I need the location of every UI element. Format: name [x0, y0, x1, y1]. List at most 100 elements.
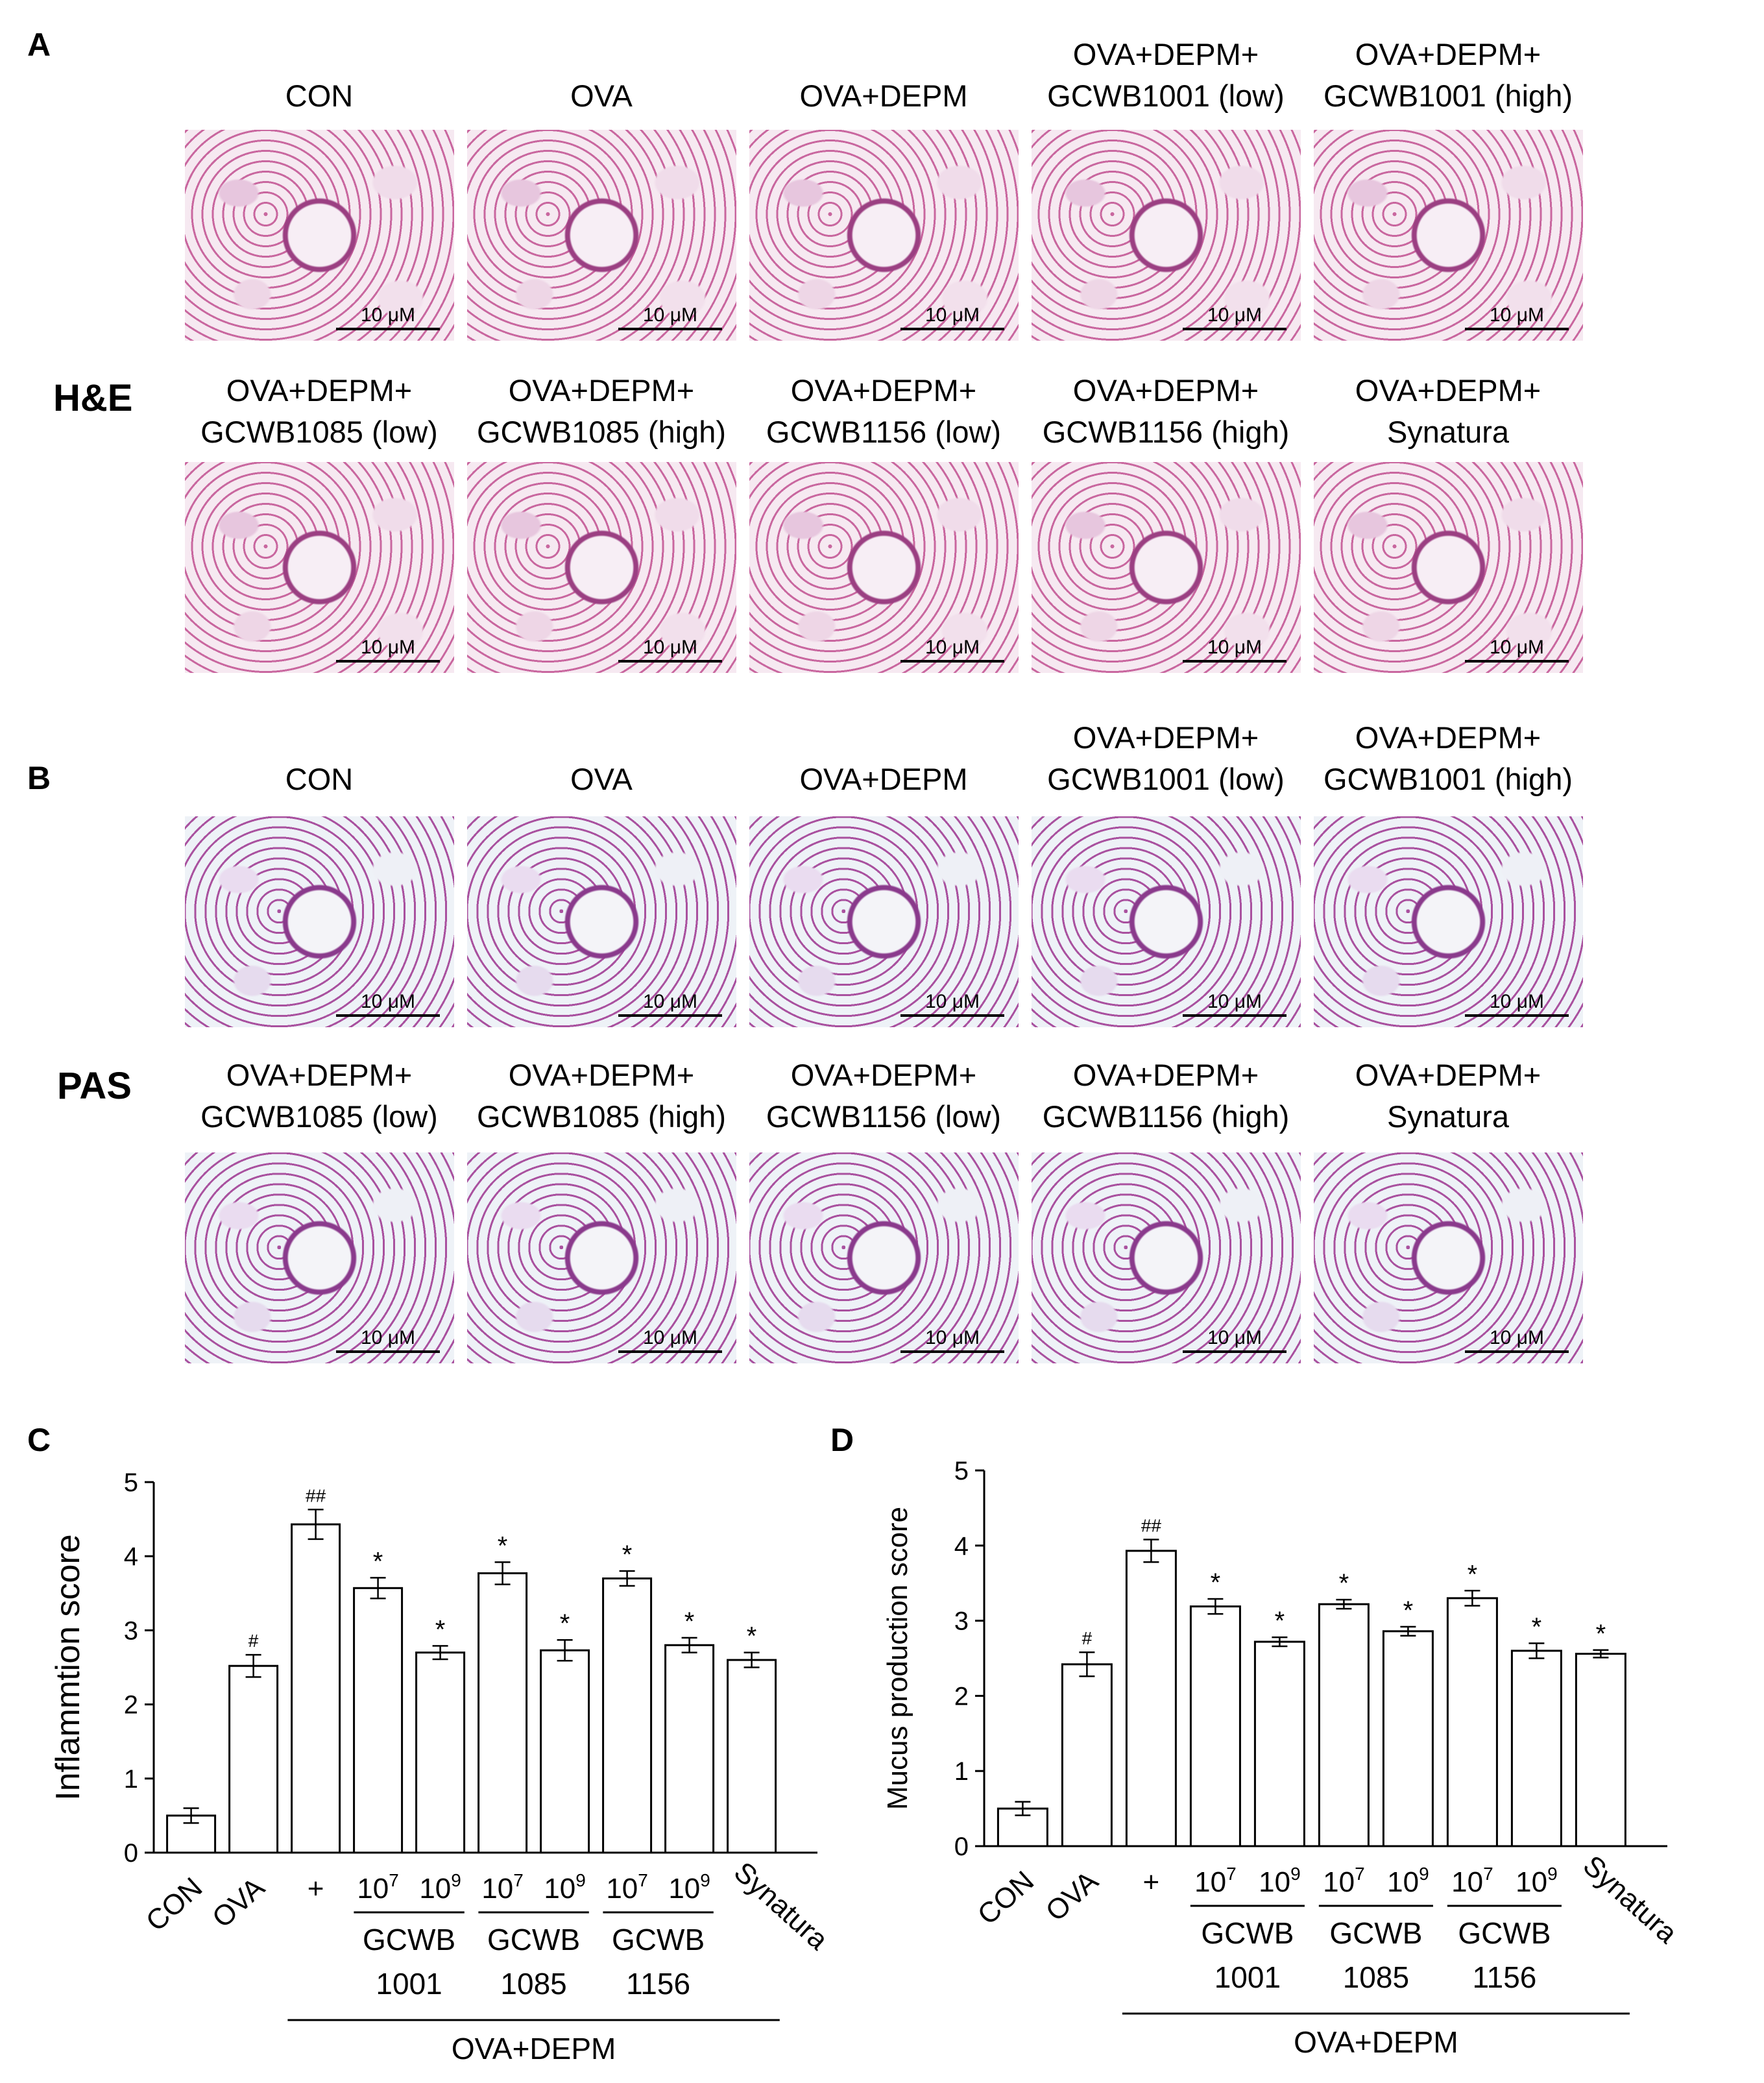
y-tick-label: 0 [124, 1839, 138, 1868]
significance-marker: * [684, 1607, 695, 1636]
scale-bar: 10 μM [1183, 991, 1287, 1017]
scale-bar-line [900, 328, 1004, 330]
x-category-label: 107 [1323, 1864, 1365, 1898]
caption-line: OVA+DEPM+ [1355, 37, 1541, 71]
he-stain-label: H&E [53, 377, 133, 419]
x-category-label: OVA [206, 1871, 271, 1934]
caption-line: OVA+DEPM+ [508, 1058, 695, 1092]
caption-line: CON [285, 79, 354, 113]
caption-line: OVA+DEPM+ [1355, 373, 1541, 408]
scale-bar-label: 10 μM [1207, 637, 1262, 658]
significance-marker: * [747, 1622, 757, 1651]
scale-bar: 10 μM [618, 637, 722, 663]
scale-bar: 10 μM [336, 991, 440, 1017]
scale-bar-label: 10 μM [1490, 1327, 1544, 1348]
group-label: GCWB [1201, 1916, 1294, 1950]
significance-marker: * [1532, 1613, 1542, 1641]
significance-marker: * [1596, 1620, 1606, 1648]
y-tick-label: 4 [954, 1532, 969, 1561]
image-caption: CON [180, 759, 459, 800]
scale-bar-line [1183, 660, 1287, 663]
bar [477, 1572, 528, 1854]
scale-bar-label: 10 μM [1207, 304, 1262, 326]
x-category-label: 107 [1194, 1864, 1237, 1898]
significance-marker: * [560, 1609, 570, 1638]
caption-line: OVA+DEPM+ [790, 373, 977, 408]
caption-line: GCWB1001 (high) [1323, 762, 1573, 796]
bar [1061, 1663, 1113, 1847]
histology-micrograph: 10 μM [467, 462, 736, 673]
scale-bar-line [1183, 328, 1287, 330]
bar [1446, 1597, 1498, 1847]
y-axis-label: Mucus production score [882, 1507, 913, 1810]
scale-bar-line [618, 1014, 722, 1017]
image-caption: OVA+DEPM+ GCWB1001 (low) [1026, 717, 1305, 800]
y-tick-label: 5 [124, 1468, 138, 1497]
scale-bar: 10 μM [336, 304, 440, 330]
caption-line: GCWB1085 (low) [200, 415, 438, 449]
image-caption: OVA+DEPM+ GCWB1156 (high) [1026, 370, 1305, 453]
bar [1382, 1630, 1434, 1847]
significance-marker: * [1211, 1568, 1221, 1597]
significance-marker: * [435, 1615, 446, 1644]
histology-micrograph: 10 μM [1314, 462, 1583, 673]
histology-micrograph: 10 μM [1314, 130, 1583, 341]
scale-bar-line [900, 1350, 1004, 1353]
x-category-label: 109 [1259, 1864, 1301, 1898]
group-label: 1001 [1214, 1960, 1281, 1994]
x-category-label: OVA [1040, 1865, 1105, 1928]
bar [1575, 1653, 1626, 1847]
caption-line: GCWB1156 (high) [1042, 1099, 1290, 1134]
y-tick-label: 2 [124, 1691, 138, 1720]
scale-bar-line [618, 1350, 722, 1353]
scale-bar-line [336, 1350, 440, 1353]
y-tick-label: 4 [124, 1542, 138, 1571]
caption-line: CON [285, 762, 354, 796]
caption-line: GCWB1085 (high) [477, 1099, 726, 1134]
significance-marker: * [1403, 1596, 1414, 1625]
scale-bar-label: 10 μM [361, 637, 415, 658]
scale-bar: 10 μM [1465, 304, 1569, 330]
scale-bar-line [900, 660, 1004, 663]
scale-bar: 10 μM [618, 304, 722, 330]
scale-bar-label: 10 μM [925, 637, 980, 658]
scale-bar: 10 μM [618, 1327, 722, 1353]
scale-bar: 10 μM [1183, 637, 1287, 663]
group-label: GCWB [363, 1923, 455, 1956]
x-category-label: 109 [544, 1870, 586, 1905]
image-caption: OVA+DEPM+ GCWB1001 (high) [1309, 717, 1588, 800]
caption-line: OVA+DEPM+ [1355, 720, 1541, 755]
histology-micrograph: 10 μM [749, 462, 1019, 673]
significance-marker: * [1468, 1560, 1478, 1589]
image-caption: OVA+DEPM+ GCWB1156 (low) [744, 370, 1023, 453]
bar [602, 1577, 653, 1854]
caption-line: OVA+DEPM+ [1072, 1058, 1259, 1092]
bar [1189, 1605, 1241, 1847]
caption-line: Synatura [1386, 415, 1510, 449]
caption-line: GCWB1156 (low) [766, 1099, 1002, 1134]
x-category-label: CON [972, 1865, 1040, 1931]
histology-micrograph: 10 μM [749, 130, 1019, 341]
histology-micrograph: 10 μM [1032, 816, 1301, 1027]
caption-line: OVA+DEPM [799, 79, 968, 113]
bar [353, 1587, 404, 1854]
image-caption: OVA+DEPM+ GCWB1085 (high) [462, 1054, 741, 1138]
caption-line: OVA [570, 79, 633, 113]
scale-bar-label: 10 μM [925, 304, 980, 326]
scale-bar-label: 10 μM [1490, 304, 1544, 326]
histology-micrograph: 10 μM [749, 1152, 1019, 1363]
panel-d-letter: D [830, 1422, 854, 1458]
significance-marker: ## [1141, 1516, 1162, 1536]
scale-bar-label: 10 μM [361, 991, 415, 1012]
scale-bar: 10 μM [1183, 304, 1287, 330]
x-category-label: 107 [357, 1870, 399, 1905]
significance-marker: * [1339, 1569, 1349, 1598]
image-caption: OVA [462, 759, 741, 800]
treatment-label: OVA+DEPM [1294, 2025, 1458, 2059]
scale-bar-line [1465, 1014, 1569, 1017]
y-tick-label: 5 [954, 1457, 969, 1485]
y-tick-label: 1 [124, 1765, 138, 1794]
scale-bar: 10 μM [900, 637, 1004, 663]
y-tick-label: 2 [954, 1682, 969, 1711]
